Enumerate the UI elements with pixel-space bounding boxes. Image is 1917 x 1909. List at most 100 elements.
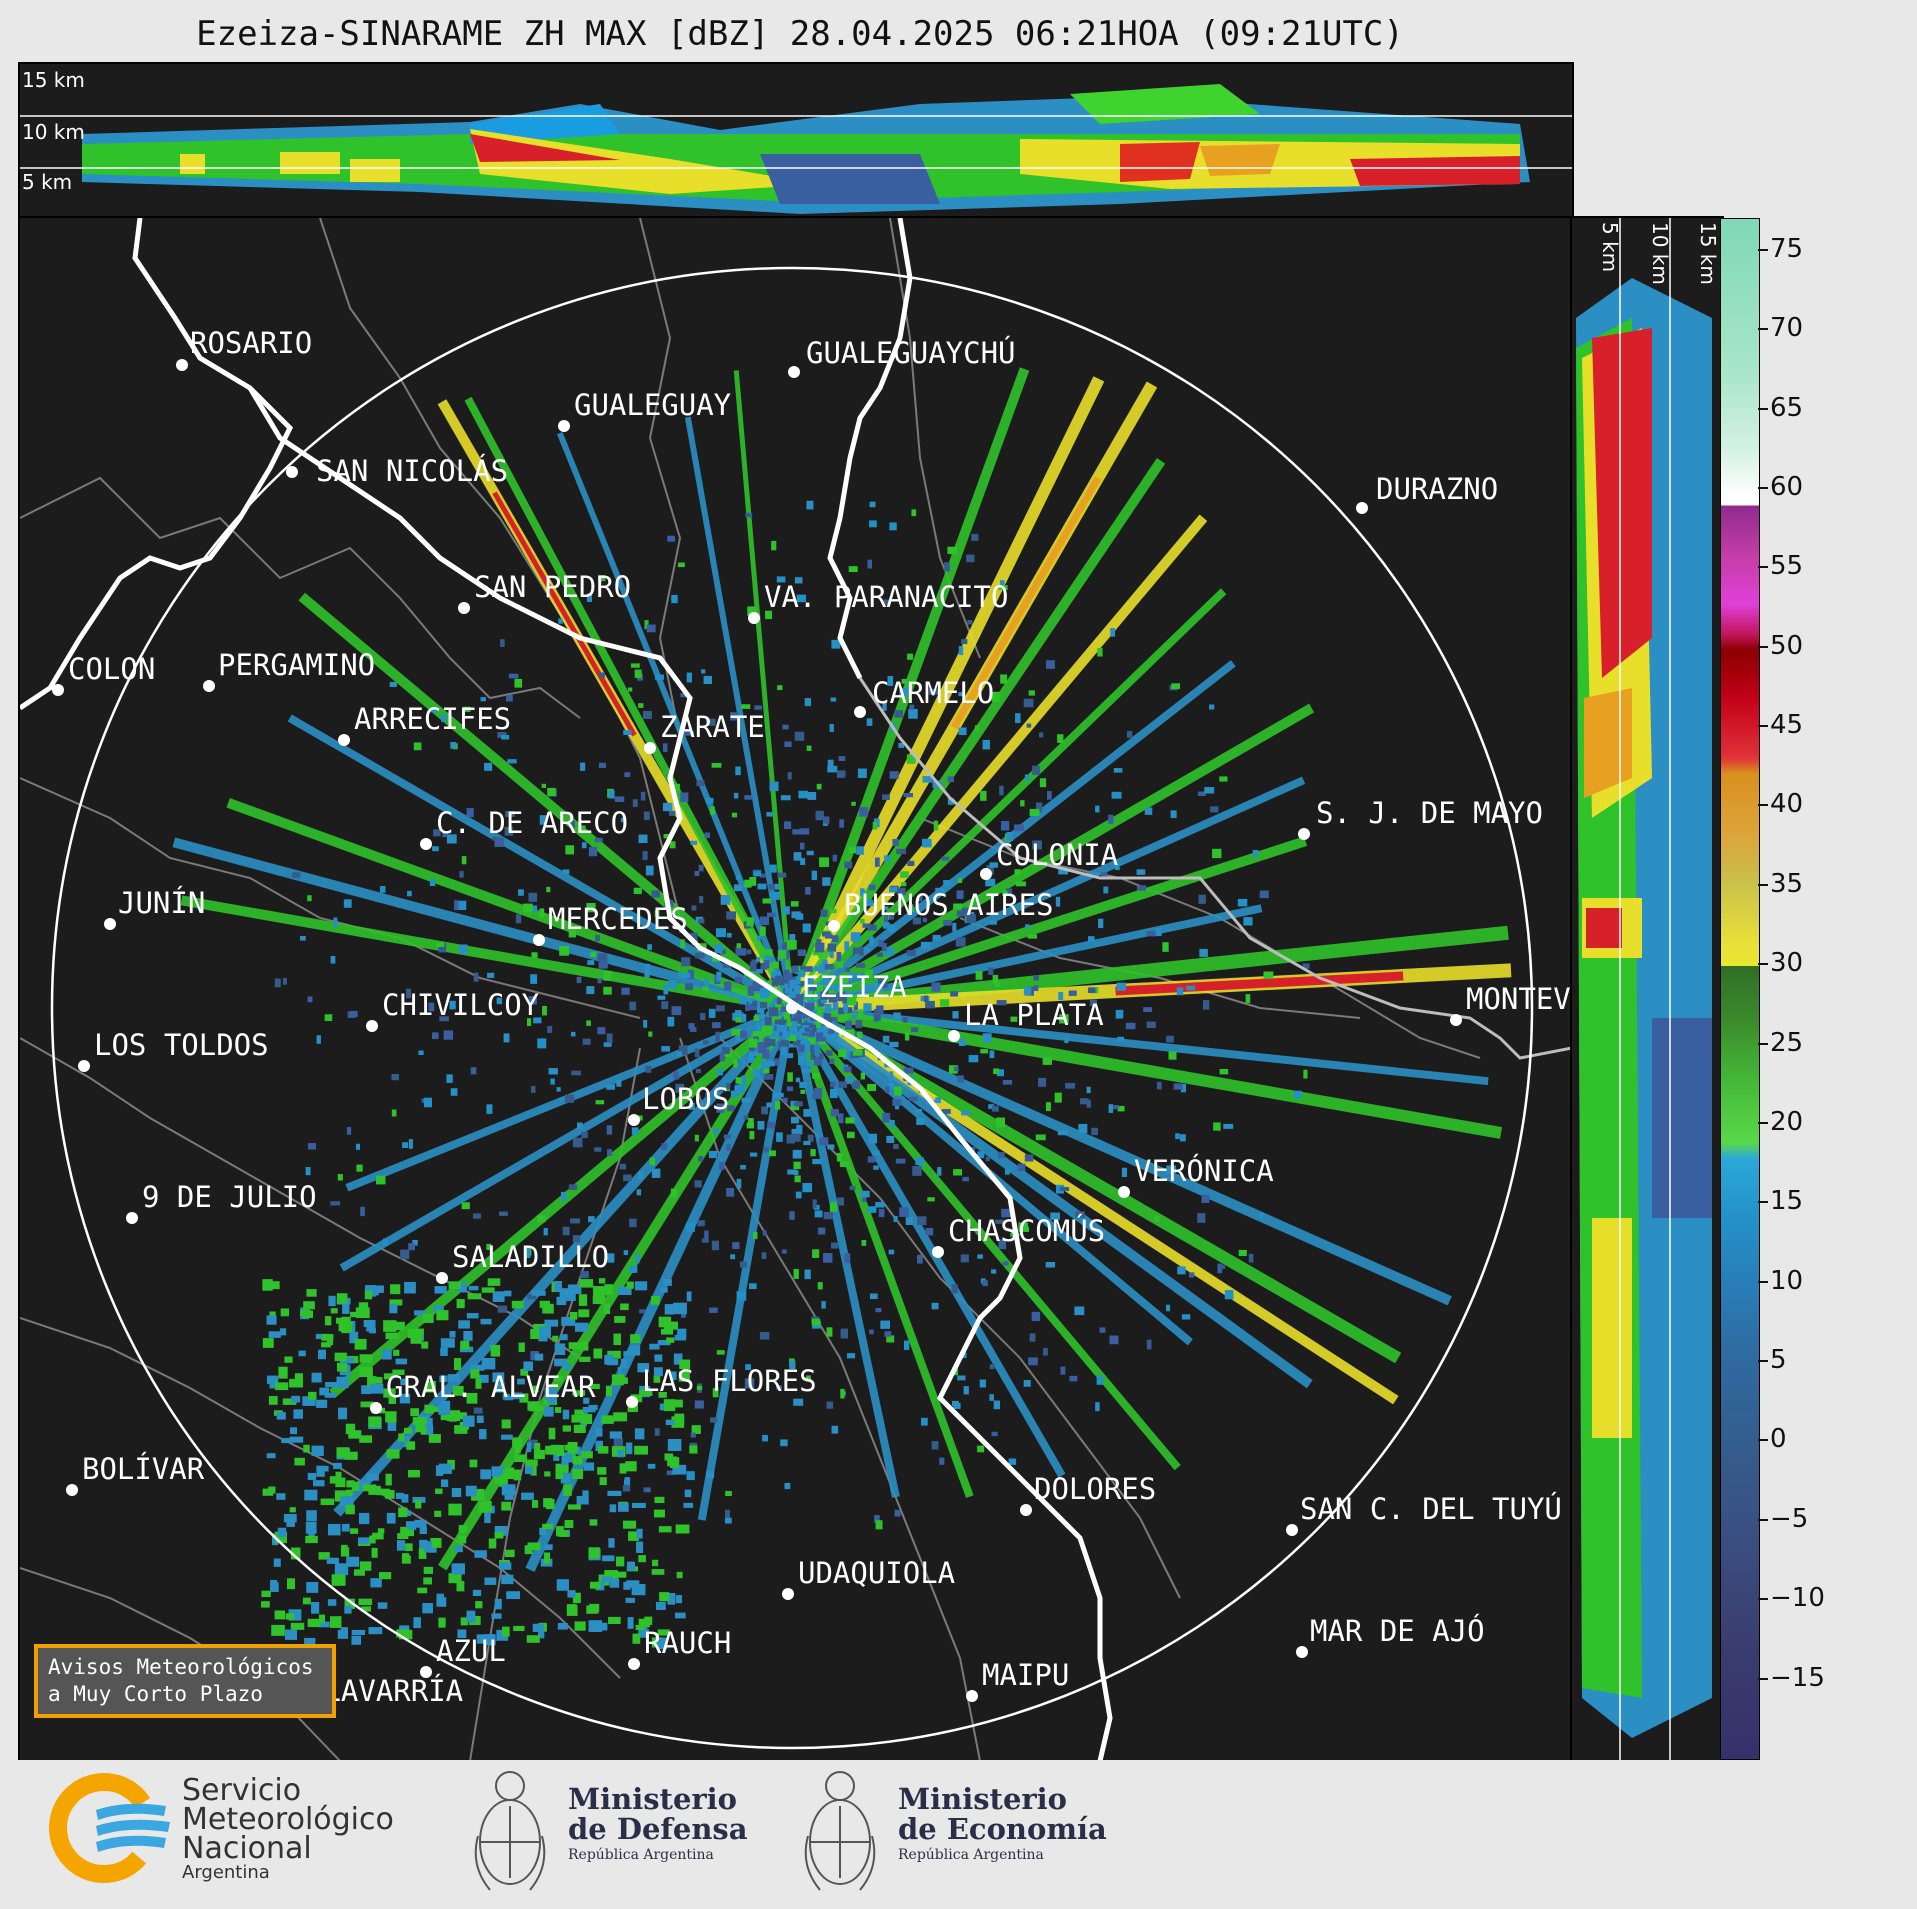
radar-echo-speck xyxy=(657,1339,671,1346)
radar-echo-speck xyxy=(1117,1105,1125,1112)
radar-echo-speck xyxy=(588,1216,595,1223)
radar-echo-speck xyxy=(402,1142,409,1148)
radar-echo-speck xyxy=(957,1075,964,1083)
radar-echo-speck xyxy=(560,1191,567,1201)
radar-echo-speck xyxy=(710,806,715,815)
radar-echo-speck xyxy=(659,1403,665,1411)
radar-echo-speck xyxy=(619,1163,627,1170)
radar-echo-speck xyxy=(659,1592,670,1602)
radar-echo-speck xyxy=(792,829,803,835)
radar-echo-speck xyxy=(536,1215,546,1223)
radar-echo-speck xyxy=(280,1308,290,1317)
radar-echo-speck xyxy=(544,1387,558,1400)
radar-echo-speck xyxy=(571,1414,586,1423)
radar-echo-speck xyxy=(921,838,932,848)
radar-echo-speck xyxy=(559,1097,565,1102)
radar-echo-speck xyxy=(826,1401,834,1409)
radar-echo-speck xyxy=(1173,1083,1183,1090)
radar-echo-speck xyxy=(861,1239,867,1246)
radar-beam xyxy=(733,370,795,1009)
radar-echo-speck xyxy=(808,1041,814,1051)
radar-echo-speck xyxy=(852,947,863,954)
radar-echo-speck xyxy=(643,1020,648,1028)
radar-echo-speck xyxy=(413,742,422,751)
city-dot-durazno xyxy=(1356,502,1368,514)
radar-echo-speck xyxy=(270,1281,280,1290)
radar-echo-speck xyxy=(676,1571,683,1579)
radar-echo-speck xyxy=(840,1388,845,1399)
radar-echo-speck xyxy=(768,980,779,987)
radar-echo-speck xyxy=(556,1579,569,1591)
radar-echo-speck xyxy=(725,1509,730,1520)
city-dot-bolivar xyxy=(66,1484,78,1496)
radar-echo-speck xyxy=(698,864,704,872)
radar-echo-speck xyxy=(466,1313,479,1319)
radar-echo-speck xyxy=(559,1288,571,1299)
radar-echo-speck xyxy=(531,952,538,958)
radar-echo-speck xyxy=(941,856,950,861)
radar-echo-speck xyxy=(511,1300,524,1309)
radar-echo-speck xyxy=(665,1419,675,1426)
radar-echo-speck xyxy=(806,1040,811,1050)
radar-echo-speck xyxy=(547,1394,556,1404)
radar-echo-speck xyxy=(370,1578,382,1588)
city-dot-sj-de-mayo xyxy=(1298,828,1310,840)
radar-echo-speck xyxy=(486,1104,493,1114)
radar-echo-speck xyxy=(586,593,593,602)
radar-echo-speck xyxy=(598,1446,609,1454)
radar-echo-speck xyxy=(814,1210,823,1218)
radar-echo-speck xyxy=(629,1218,637,1228)
radar-echo-speck xyxy=(521,1492,534,1500)
colorbar-tick-label: 20 xyxy=(1770,1106,1804,1137)
radar-echo-speck xyxy=(638,834,648,844)
colorbar-tick-label: −5 xyxy=(1770,1503,1809,1534)
radar-echo-speck xyxy=(813,966,821,972)
radar-echo-speck xyxy=(822,959,828,966)
radar-echo-speck xyxy=(816,991,824,998)
radar-echo-speck xyxy=(1058,867,1069,875)
radar-echo-speck xyxy=(634,1428,645,1440)
radar-echo-speck xyxy=(844,941,850,952)
radar-echo-speck xyxy=(906,950,916,957)
radar-echo-speck xyxy=(630,663,640,668)
radar-echo-speck xyxy=(405,1521,414,1529)
radar-echo-speck xyxy=(375,1175,386,1185)
radar-echo-speck xyxy=(694,870,700,876)
radar-echo-speck xyxy=(613,1412,628,1422)
radar-echo-speck xyxy=(623,730,632,735)
radar-echo-speck xyxy=(748,1056,755,1063)
radar-echo-speck xyxy=(626,1281,634,1289)
radar-echo-speck xyxy=(869,936,874,947)
radar-echo-speck xyxy=(608,790,615,799)
radar-echo-speck xyxy=(845,1117,855,1124)
radar-echo-speck xyxy=(761,1106,769,1115)
radar-echo-speck xyxy=(732,1242,740,1250)
footer: Servicio Meteorológico Nacional Argentin… xyxy=(0,1760,1917,1909)
radar-echo-speck xyxy=(896,848,906,855)
radar-echo-speck xyxy=(746,917,754,927)
avisos-box[interactable]: Avisos Meteorológicos a Muy Corto Plazo xyxy=(34,1644,336,1718)
radar-echo-speck xyxy=(847,1007,853,1014)
radar-echo-speck xyxy=(324,1316,332,1326)
radar-echo-speck xyxy=(740,1165,746,1170)
radar-echo-speck xyxy=(635,1625,645,1631)
radar-echo-speck xyxy=(336,1362,348,1372)
radar-echo-speck xyxy=(653,1367,663,1377)
radar-echo-speck xyxy=(400,1526,415,1537)
top-km-label-15: 15 km xyxy=(22,68,85,92)
radar-echo-speck xyxy=(712,957,720,962)
radar-map[interactable]: ROSARIO GUALEGUAYCHÚ GUALEGUAY SAN NICOL… xyxy=(18,216,1574,1763)
colorbar-tick-mark xyxy=(1758,566,1768,569)
city-label-san-nicolas: SAN NICOLÁS xyxy=(316,454,509,488)
radar-echo-speck xyxy=(627,1617,634,1629)
radar-echo-speck xyxy=(860,888,865,897)
radar-echo-speck xyxy=(768,1007,779,1017)
radar-echo-speck xyxy=(799,828,810,835)
radar-echo-speck xyxy=(783,969,793,979)
radar-echo-speck xyxy=(741,1013,747,1023)
radar-echo-speck xyxy=(992,974,999,985)
radar-echo-speck xyxy=(632,1633,641,1644)
radar-echo-speck xyxy=(708,1150,718,1159)
radar-echo-speck xyxy=(461,856,467,865)
radar-echo-speck xyxy=(996,1069,1005,1077)
